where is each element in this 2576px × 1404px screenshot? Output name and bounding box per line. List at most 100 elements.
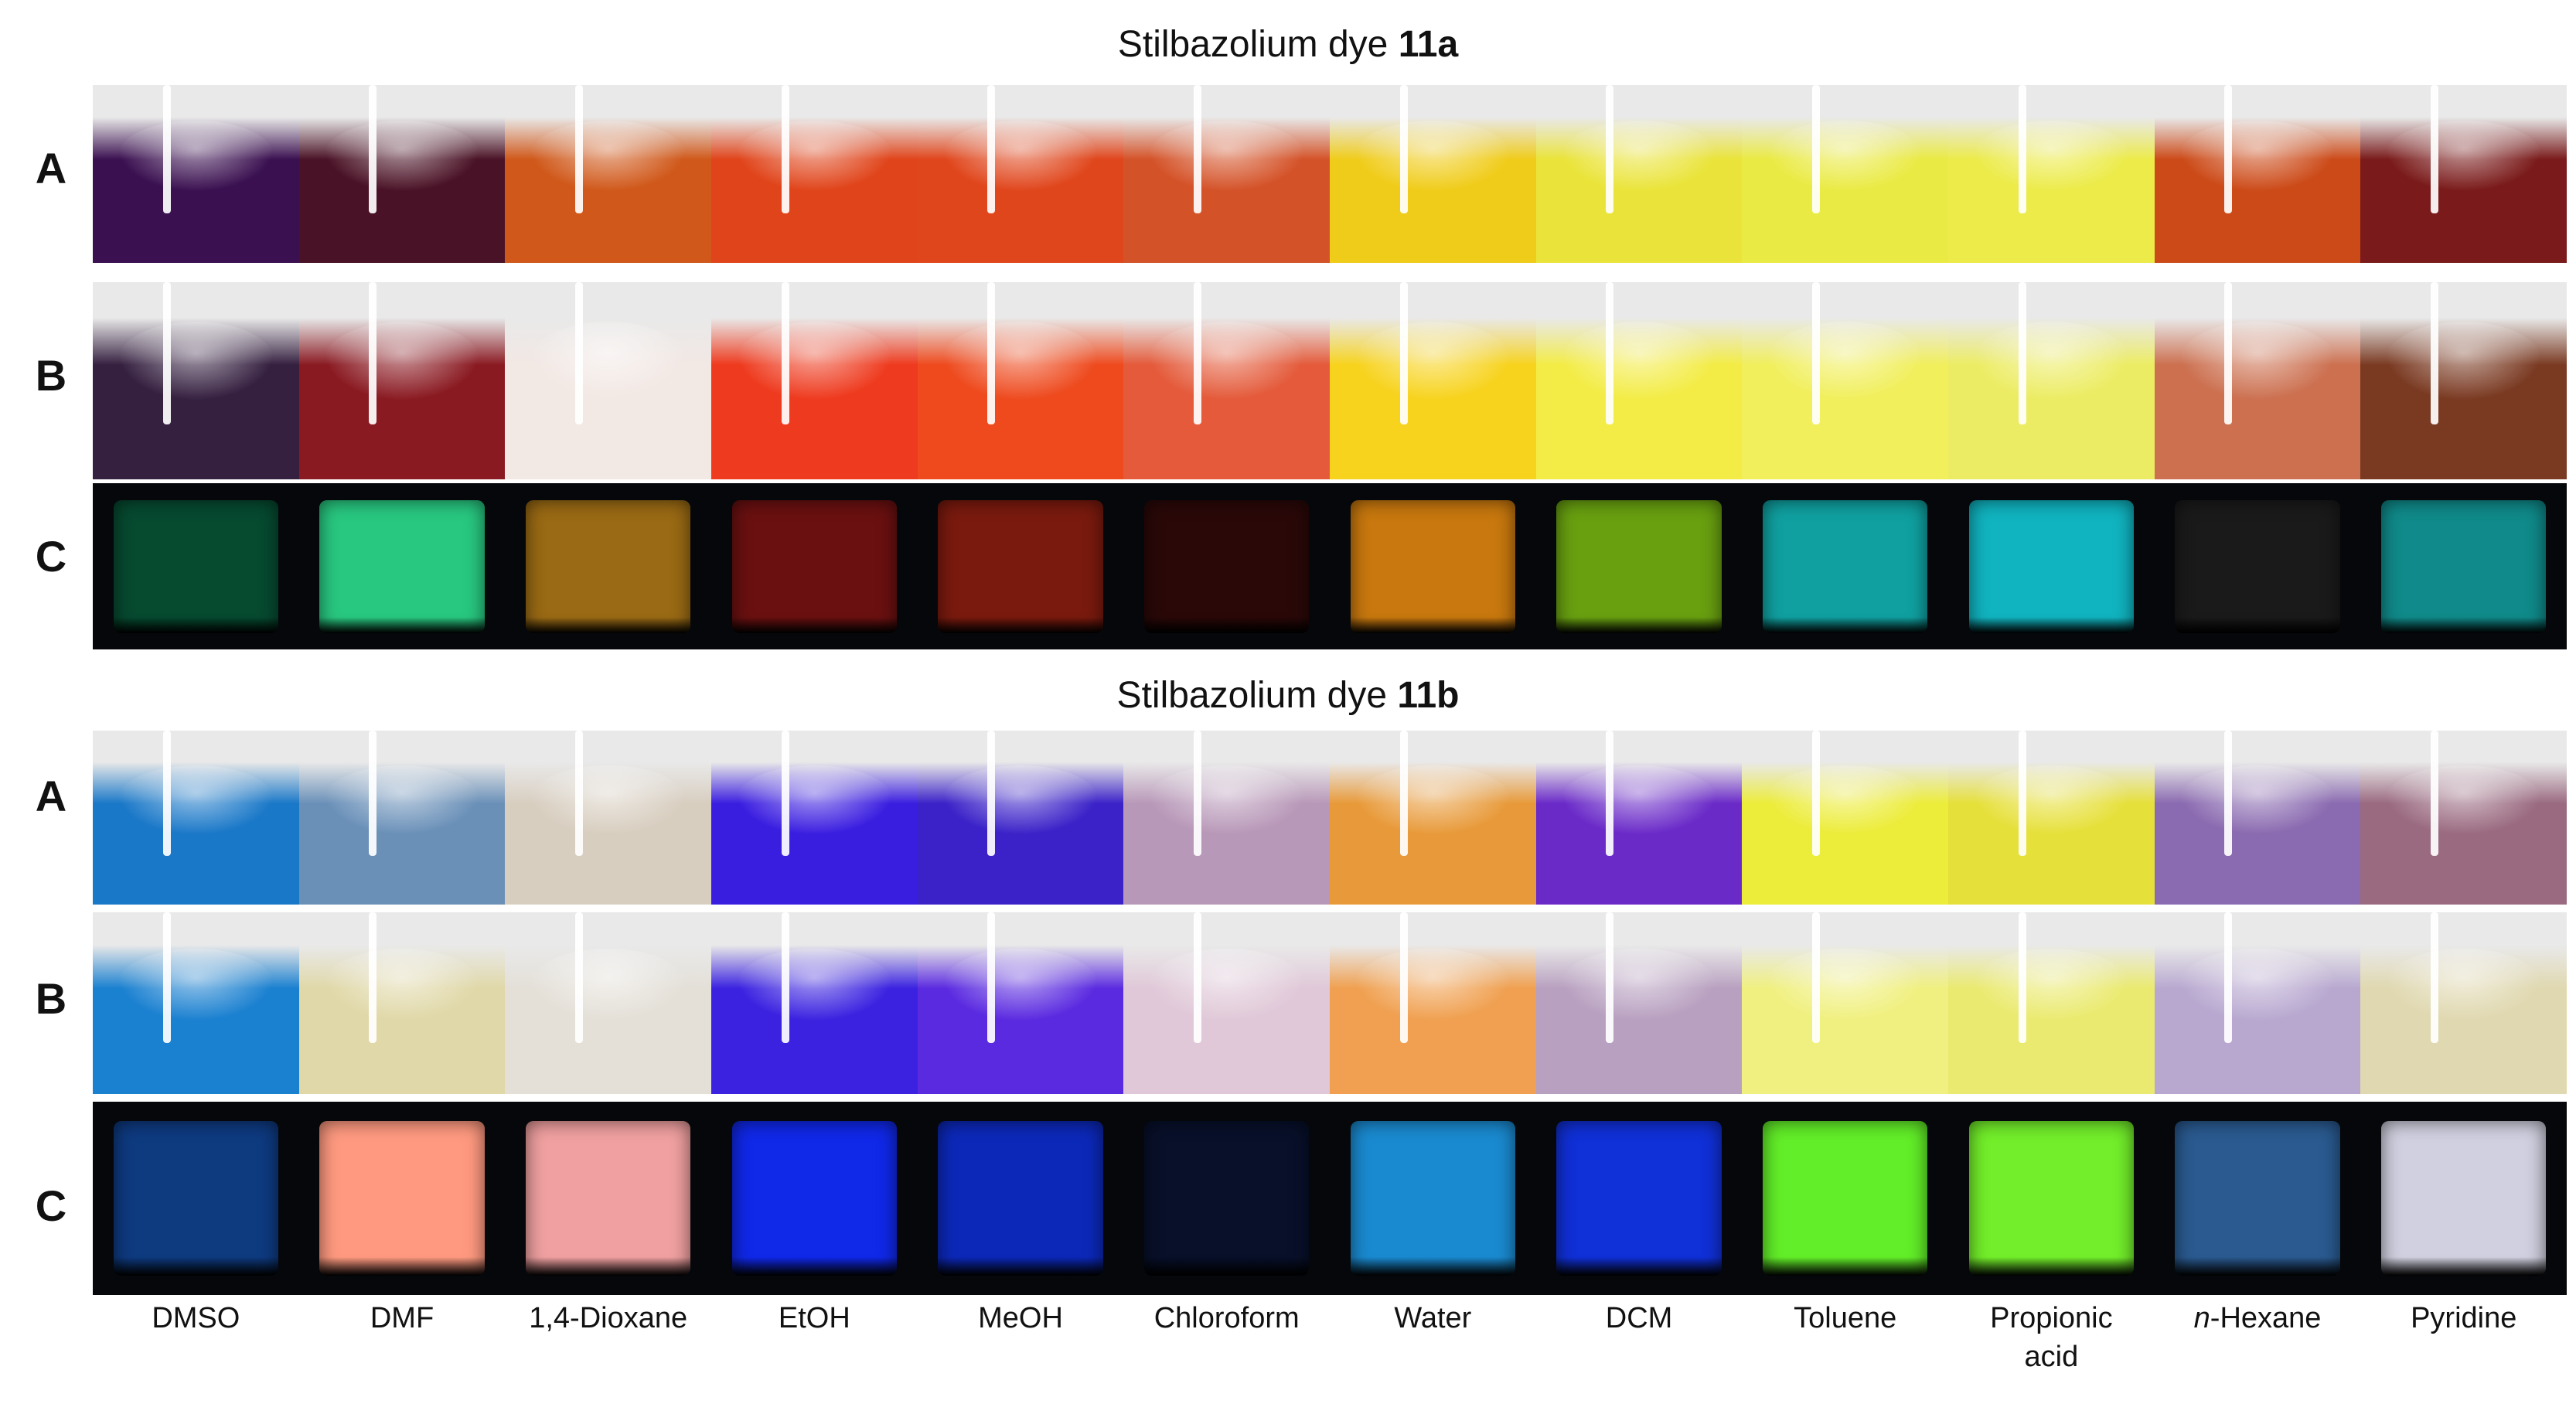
solvent-label: n-Hexane — [2193, 1302, 2322, 1334]
vial-glare — [2224, 85, 2233, 213]
vial-meniscus — [1354, 949, 1511, 1021]
vial-glare — [987, 282, 996, 424]
vial-meniscus — [942, 322, 1099, 400]
vial-meniscus — [2179, 949, 2336, 1021]
vial-8 — [1535, 912, 1743, 1094]
solvent-labels: DMSO DMF 1,4-Dioxane EtOH MeOH Chloroform Wate… — [93, 1299, 2567, 1376]
vial-4 — [711, 731, 918, 905]
vial-12 — [2360, 85, 2567, 263]
solvent-label: DMSO — [152, 1302, 240, 1334]
vial-meniscus — [1148, 949, 1306, 1021]
vial-liquid — [731, 499, 898, 633]
vial-meniscus — [118, 322, 274, 400]
vial-7 — [1330, 282, 1536, 479]
vial-1 — [93, 731, 299, 905]
vial-1 — [93, 912, 299, 1094]
vial-meniscus — [1148, 322, 1306, 400]
vial-meniscus — [736, 765, 893, 835]
vial-meniscus — [942, 765, 1099, 835]
vial-glare — [781, 85, 789, 213]
vial-5 — [917, 282, 1124, 479]
vial-8 — [1536, 483, 1743, 649]
vial-meniscus — [1148, 765, 1306, 835]
vial-3 — [505, 483, 711, 649]
vial-11 — [2155, 483, 2361, 649]
vial-meniscus — [1354, 765, 1511, 835]
vial-meniscus — [2179, 765, 2336, 835]
vial-7 — [1330, 483, 1536, 649]
vial-meniscus — [2385, 322, 2543, 400]
vial-2 — [298, 731, 506, 905]
vial-4 — [711, 912, 918, 1094]
vial-meniscus — [942, 121, 1099, 192]
vial-glare — [369, 731, 377, 856]
vial-12 — [2360, 1102, 2567, 1295]
vial-liquid — [2175, 499, 2340, 633]
vial-liquid — [2381, 499, 2547, 633]
vial-glare — [162, 282, 171, 424]
vial-glare — [2224, 731, 2233, 856]
vial-meniscus — [1560, 121, 1718, 192]
vial-liquid — [1556, 1121, 1722, 1276]
vial-9 — [1742, 483, 1948, 649]
vial-5 — [917, 912, 1124, 1094]
vial-12 — [2360, 483, 2567, 649]
vial-10 — [1948, 731, 2155, 905]
vial-glare — [2018, 731, 2026, 856]
vial-3 — [505, 282, 712, 479]
vial-glare — [1194, 912, 1202, 1044]
vial-10 — [1948, 912, 2155, 1094]
vial-glare — [575, 282, 583, 424]
vial-glare — [2018, 85, 2026, 213]
vial-glare — [2431, 282, 2439, 424]
vial-meniscus — [118, 121, 274, 192]
vial-liquid — [731, 1121, 898, 1276]
vial-glare — [1812, 731, 1821, 856]
section-title-compound: 11b — [1397, 675, 1460, 716]
vial-meniscus — [942, 949, 1099, 1021]
vial-6 — [1123, 85, 1331, 263]
vial-glare — [1194, 731, 1202, 856]
photo-row-11a-a — [93, 85, 2567, 263]
vial-meniscus — [1767, 121, 1924, 192]
vial-meniscus — [323, 121, 481, 192]
vial-glare — [2431, 85, 2439, 213]
vial-meniscus — [530, 121, 687, 192]
vial-glare — [987, 731, 996, 856]
vial-meniscus — [1973, 765, 2130, 835]
vial-liquid — [113, 1121, 279, 1276]
vial-meniscus — [530, 765, 687, 835]
vial-6 — [1123, 912, 1331, 1094]
vial-4 — [711, 85, 918, 263]
vial-meniscus — [1560, 949, 1718, 1021]
section-title-11a: Stilbazolium dye 11a — [0, 22, 2576, 68]
vial-meniscus — [1767, 765, 1924, 835]
section-title-11b: Stilbazolium dye 11b — [0, 673, 2576, 719]
vial-liquid — [319, 499, 485, 633]
vial-meniscus — [1767, 322, 1924, 400]
vial-glare — [1606, 282, 1614, 424]
vial-liquid — [319, 1121, 485, 1276]
vial-2 — [298, 912, 506, 1094]
vial-glare — [2224, 282, 2233, 424]
vial-liquid — [1144, 499, 1310, 633]
vial-glare — [1812, 85, 1821, 213]
vial-7 — [1330, 1102, 1536, 1295]
vial-meniscus — [1560, 765, 1718, 835]
vial-meniscus — [2385, 949, 2543, 1021]
vial-5 — [917, 731, 1124, 905]
vial-glare — [1399, 912, 1408, 1044]
vial-glare — [1812, 282, 1821, 424]
vial-8 — [1535, 85, 1743, 263]
section-title-prefix: Stilbazolium dye — [1117, 24, 1399, 65]
vial-liquid — [1763, 1121, 1928, 1276]
vial-10 — [1948, 1102, 2155, 1295]
vial-2 — [298, 85, 506, 263]
vial-meniscus — [1148, 121, 1306, 192]
vial-glare — [369, 85, 377, 213]
vial-6 — [1123, 731, 1331, 905]
vial-4 — [711, 1102, 918, 1295]
vial-glare — [1606, 731, 1614, 856]
solvent-label: DMF — [370, 1302, 434, 1334]
vial-glare — [987, 912, 996, 1044]
